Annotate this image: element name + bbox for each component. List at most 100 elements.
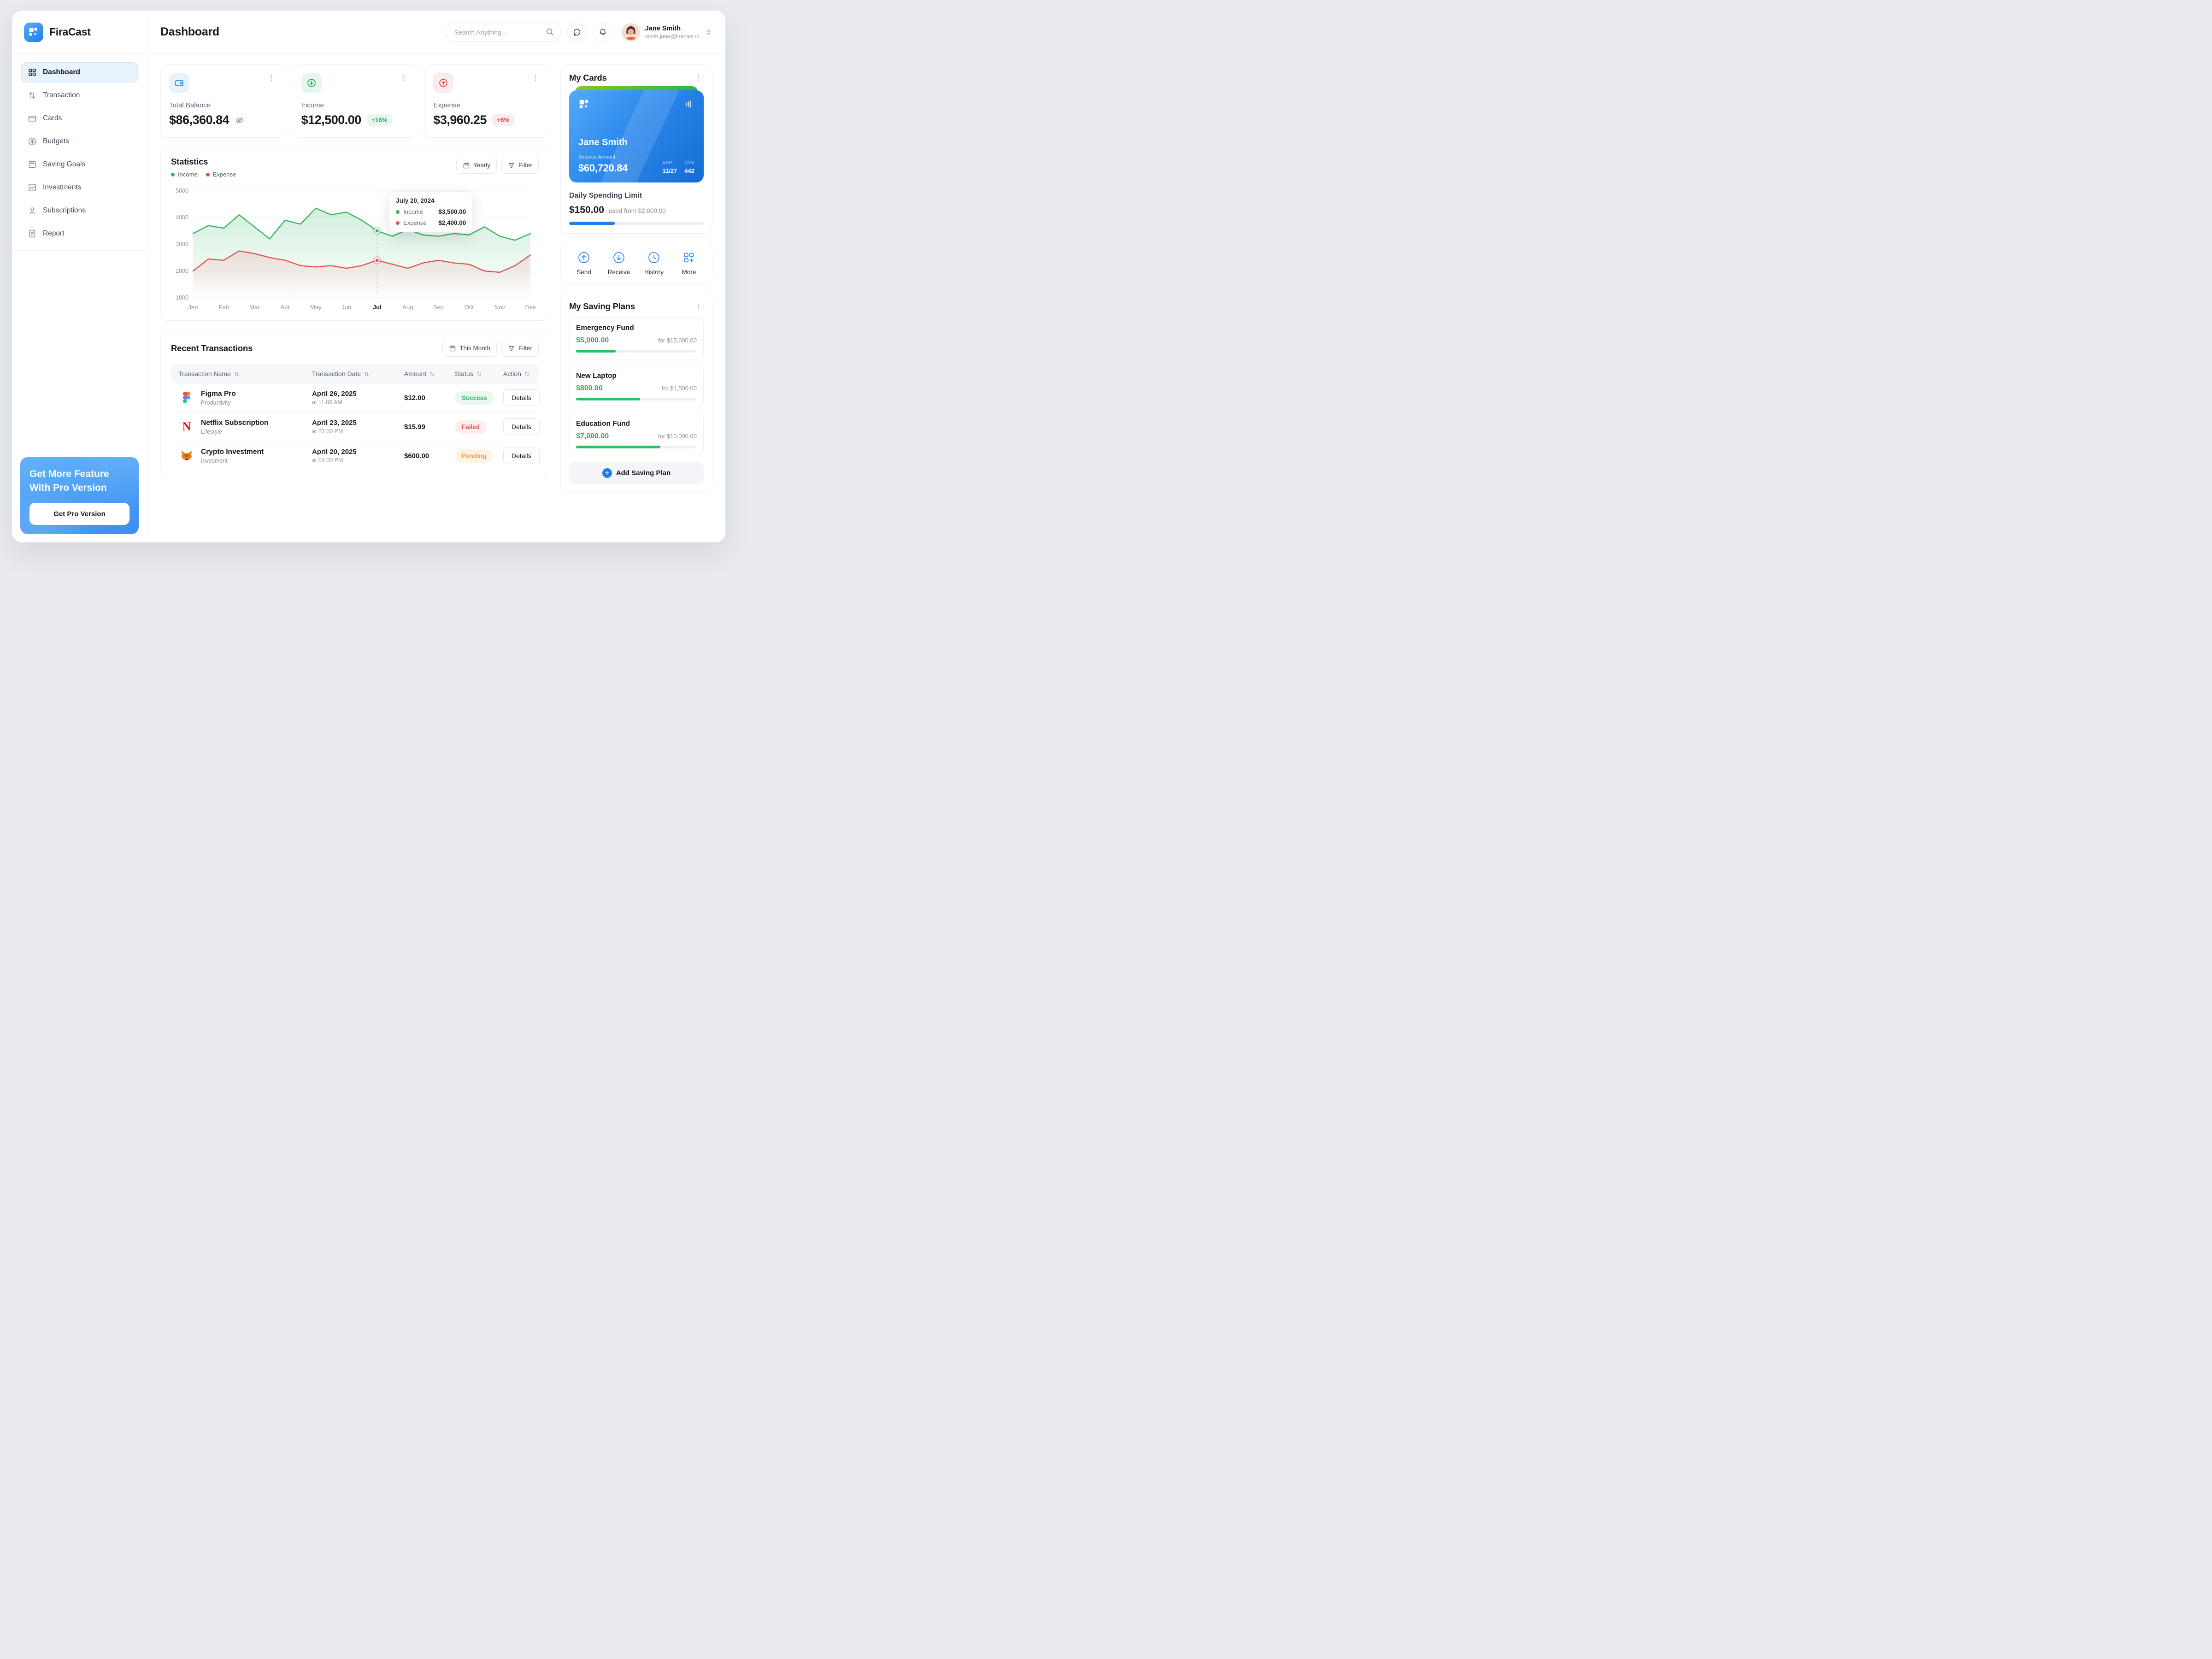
kebab-menu[interactable] [694, 73, 704, 83]
transaction-category: Productivity [201, 399, 231, 406]
kebab-menu[interactable] [694, 301, 704, 312]
transaction-amount: $600.00 [404, 452, 429, 460]
sidebar-item-label: Dashboard [43, 68, 80, 76]
plan-amount: $800.00 [576, 384, 603, 392]
plan-new-laptop[interactable]: New Laptop $800.00 for $1,500.00 [569, 365, 704, 407]
sidebar-item-budgets[interactable]: Budgets [21, 131, 138, 152]
transactions-filter-button[interactable]: Filter [501, 340, 539, 357]
tooltip-date: July 20, 2024 [396, 197, 435, 204]
statistics-filter-button[interactable]: Filter [501, 157, 539, 174]
profile-expand-icon[interactable] [705, 29, 712, 36]
tooltip-income-value: $3,500.00 [438, 208, 466, 215]
sidebar-item-label: Budgets [43, 137, 69, 145]
eye-off-icon[interactable] [235, 115, 245, 125]
notifications-button[interactable] [593, 22, 612, 42]
firacast-logo-icon [24, 22, 43, 42]
receive-action[interactable]: Receive [605, 251, 633, 276]
search [445, 22, 561, 42]
income-arrow-icon [301, 73, 322, 93]
bank-card[interactable]: Jane Smith Balance Amount $60,720.84 EXP [569, 90, 704, 182]
column-transaction-name[interactable]: Transaction Name [178, 370, 312, 377]
main-content: Total Balance $86,360.84 Income [160, 64, 549, 531]
period-yearly-button[interactable]: Yearly [456, 157, 497, 174]
stat-label: Expense [433, 101, 460, 109]
period-this-month-button[interactable]: This Month [442, 340, 497, 357]
sidebar-item-label: Saving Goals [43, 160, 86, 168]
plan-amount: $7,000.00 [576, 432, 609, 440]
svg-text:Mar: Mar [249, 304, 260, 311]
sort-icon [365, 371, 369, 376]
status-badge: Failed [455, 420, 487, 434]
sort-icon [234, 371, 239, 376]
limit-progress-track [569, 222, 704, 225]
avatar [621, 23, 640, 41]
cvv-value: 442 [684, 167, 694, 174]
limit-progress-fill [569, 222, 615, 225]
get-pro-button[interactable]: Get Pro Version [29, 503, 129, 525]
plan-target: for $15,000.00 [658, 337, 697, 344]
chat-button[interactable] [567, 22, 587, 42]
transaction-name: Crypto Investment [201, 447, 264, 456]
stat-label: Income [301, 101, 324, 109]
transaction-name: Figma Pro [201, 389, 236, 398]
search-icon [545, 27, 554, 36]
expense-card: Expense $3,960.25 +6% [424, 64, 549, 138]
sidebar-item-saving-goals[interactable]: Saving Goals [21, 154, 138, 175]
sidebar-item-subscriptions[interactable]: Subscriptions [21, 200, 138, 221]
user-name: Jane Smith [645, 24, 681, 32]
column-action[interactable]: Action [503, 370, 547, 377]
kebab-menu[interactable] [530, 73, 541, 83]
svg-text:5000: 5000 [176, 188, 188, 194]
sidebar-item-transaction[interactable]: Transaction [21, 85, 138, 106]
svg-text:Oct: Oct [465, 304, 474, 311]
svg-text:1000: 1000 [176, 294, 188, 301]
exp-value: 11/27 [662, 167, 677, 174]
transaction-date: April 23, 2025 [312, 419, 357, 427]
bank-card-stack: Jane Smith Balance Amount $60,720.84 EXP [569, 86, 704, 182]
status-badge: Pending [455, 449, 494, 463]
search-input[interactable] [445, 22, 561, 42]
statistics-title: Statistics [171, 157, 208, 166]
sidebar-item-dashboard[interactable]: Dashboard [21, 62, 138, 82]
column-status[interactable]: Status [455, 370, 503, 377]
netflix-icon: N [182, 420, 191, 433]
send-action[interactable]: Send [570, 251, 598, 276]
add-saving-plan-button[interactable]: + Add Saving Plan [569, 462, 704, 484]
sidebar-item-investments[interactable]: Investments [21, 177, 138, 198]
column-amount[interactable]: Amount [404, 370, 455, 377]
sidebar-item-cards[interactable]: Cards [21, 108, 138, 129]
more-action[interactable]: More [675, 251, 703, 276]
svg-text:Jan: Jan [188, 304, 198, 311]
kebab-menu[interactable] [398, 73, 408, 83]
kebab-menu[interactable] [266, 73, 276, 83]
history-action[interactable]: History [640, 251, 668, 276]
sidebar-item-label: Cards [43, 114, 62, 122]
details-button[interactable]: Details [503, 447, 540, 464]
sidebar-item-report[interactable]: Report [21, 224, 138, 244]
cards-icon [28, 114, 37, 123]
exp-label: EXP [662, 160, 672, 165]
details-button[interactable]: Details [503, 418, 540, 435]
svg-text:Apr: Apr [281, 304, 290, 311]
chart-legend: Income Expense [171, 171, 236, 178]
limit-used-value: $150.00 [569, 205, 604, 215]
income-card: Income $12,500.00 +16% [292, 64, 418, 138]
plan-progress-track [576, 446, 697, 448]
send-icon [578, 252, 589, 263]
limit-of-text: used from $2,000.00 [608, 207, 666, 214]
table-row: Figma Pro Productivity April 26, 2025 at 1… [171, 383, 540, 412]
calendar-icon [463, 162, 470, 168]
expense-legend-label: Expense [212, 171, 236, 178]
transactions-title: Recent Transactions [171, 343, 253, 353]
details-button[interactable]: Details [503, 389, 540, 406]
plan-emergency-fund[interactable]: Emergency Fund $5,000.00 for $15,000.00 [569, 317, 704, 359]
contactless-icon [686, 100, 692, 108]
saving-plans-card: My Saving Plans Emergency Fund $5,000.00… [560, 293, 712, 493]
profile[interactable]: Jane Smith smith.jane@firacast.io [621, 23, 700, 41]
card-holder-name: Jane Smith [578, 137, 628, 147]
plan-education-fund[interactable]: Education Fund $7,000.00 for $10,000.00 [569, 413, 704, 455]
saving-goals-icon [28, 160, 37, 169]
expense-arrow-icon [433, 73, 454, 93]
sidebar-item-label: Investments [43, 183, 82, 191]
column-transaction-date[interactable]: Transaction Date [312, 370, 404, 377]
